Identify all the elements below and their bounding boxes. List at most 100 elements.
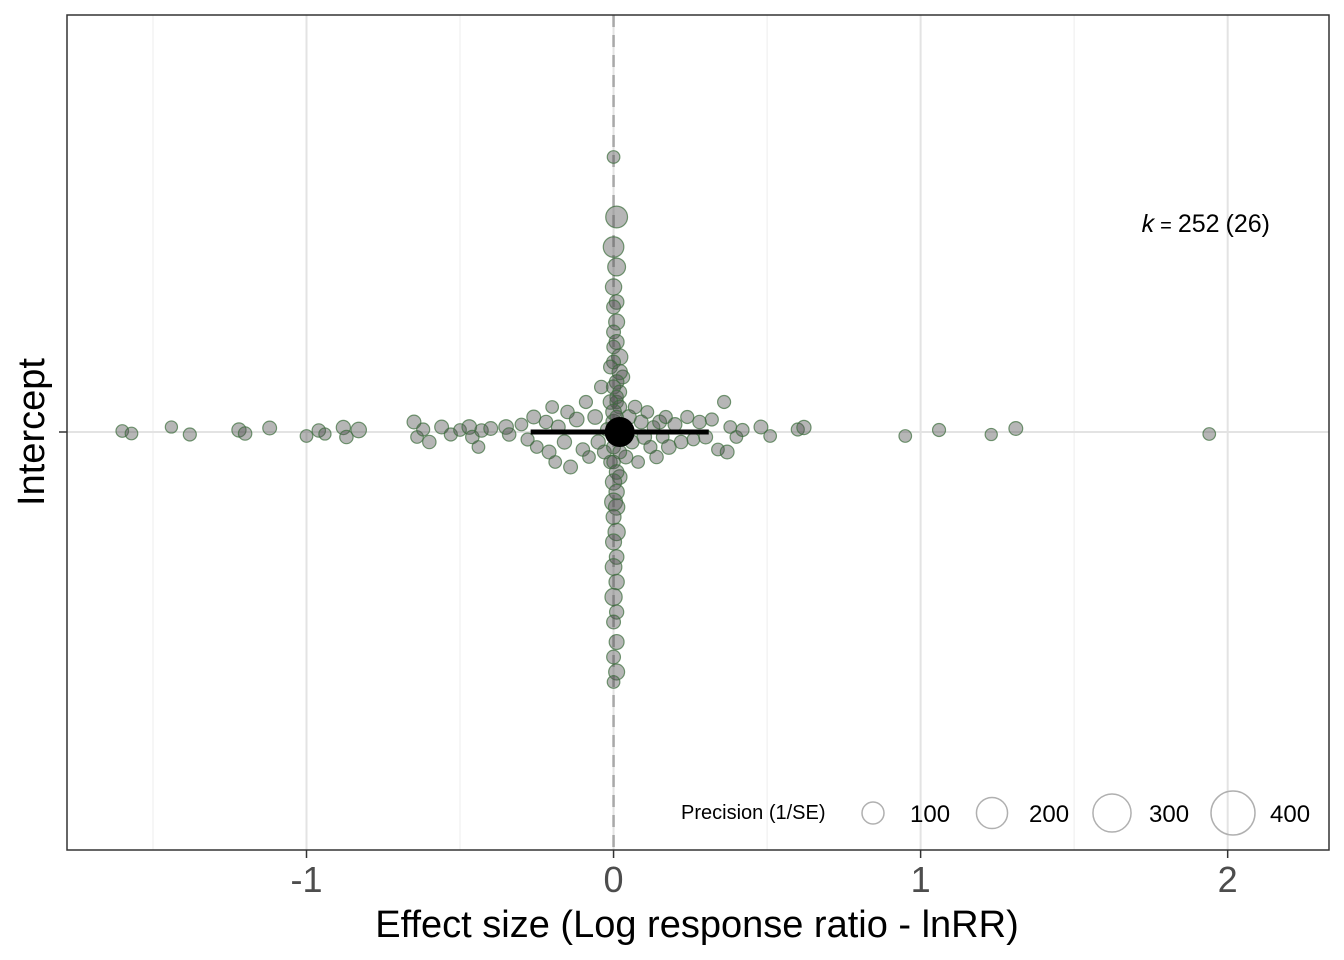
effect-point-26 (501, 427, 517, 442)
legend-key-300 (1092, 793, 1132, 833)
effect-point-77 (716, 394, 732, 410)
effect-point-53 (615, 369, 631, 385)
effect-point-2 (164, 420, 179, 434)
effect-point-24 (483, 421, 499, 437)
effect-point-124 (608, 549, 625, 565)
k-symbol: k (1142, 210, 1156, 238)
effect-point-57 (627, 399, 643, 415)
effect-point-87 (931, 422, 947, 438)
effect-point-95 (604, 278, 623, 296)
effect-point-70 (673, 434, 689, 450)
effect-point-36 (556, 434, 573, 450)
effect-point-110 (602, 394, 619, 410)
effect-point-6 (262, 420, 278, 436)
effect-point-39 (568, 411, 585, 428)
effect-point-121 (605, 508, 622, 526)
effect-point-97 (606, 299, 622, 315)
effect-point-42 (582, 450, 596, 464)
effect-point-28 (520, 432, 535, 447)
x-tick-label-3: 2 (1218, 859, 1238, 900)
effect-point-116 (608, 464, 625, 480)
effect-point-120 (607, 498, 626, 516)
effect-point-78 (719, 444, 735, 460)
effect-point-104 (602, 359, 618, 375)
effect-point-98 (608, 313, 626, 331)
effect-point-19 (453, 423, 467, 437)
effect-point-91 (606, 150, 621, 164)
effect-point-75 (704, 412, 719, 427)
effect-point-115 (606, 454, 621, 470)
effect-point-123 (604, 533, 623, 551)
x-axis-ticks: -1 0 1 2 (290, 850, 1238, 900)
effect-point-83 (763, 429, 778, 443)
effect-point-7 (299, 429, 314, 443)
legend-key-200 (975, 796, 1009, 830)
effect-point-88 (984, 427, 998, 442)
effect-point-45 (593, 379, 609, 395)
effect-point-10 (335, 419, 352, 436)
effect-point-25 (498, 419, 514, 435)
effect-point-69 (667, 417, 683, 433)
effect-point-41 (578, 394, 594, 410)
effect-point-93 (602, 236, 625, 258)
effect-point-105 (611, 363, 628, 381)
y-axis-title: Intercept (11, 358, 53, 506)
effect-point-11 (339, 429, 354, 445)
effect-point-9 (318, 427, 332, 441)
effect-point-72 (686, 432, 701, 447)
effect-point-86 (898, 429, 913, 443)
effect-point-133 (606, 675, 621, 689)
effect-point-22 (471, 440, 486, 454)
legend-label-200: 200 (1029, 801, 1069, 828)
effect-point-90 (1202, 427, 1217, 441)
legend-label-400: 400 (1270, 801, 1310, 828)
effect-point-15 (416, 422, 431, 437)
equals-sign: = (1160, 215, 1172, 237)
effect-point-76 (711, 442, 725, 457)
effect-point-31 (538, 414, 554, 430)
effect-point-27 (514, 417, 529, 432)
legend-key-400 (1210, 790, 1256, 836)
legend-label-100: 100 (910, 801, 950, 828)
effect-point-71 (680, 409, 695, 425)
k-groups: (26) (1226, 210, 1270, 238)
effect-point-3 (182, 427, 197, 442)
effect-point-61 (640, 405, 655, 419)
effect-point-131 (606, 649, 622, 665)
effect-point-33 (545, 400, 560, 414)
effect-point-127 (604, 587, 623, 607)
x-tick-label-1: 0 (604, 859, 624, 900)
effect-point-126 (608, 573, 625, 591)
legend-key-100 (861, 801, 885, 825)
effect-point-64 (649, 449, 664, 465)
effect-point-73 (692, 414, 707, 430)
effect-point-8 (311, 423, 327, 438)
effect-point-81 (735, 422, 750, 438)
effect-point-30 (529, 440, 544, 454)
effect-size-points (115, 150, 1217, 689)
effect-point-99 (606, 324, 622, 340)
effect-point-130 (608, 633, 625, 651)
effect-point-23 (474, 423, 489, 438)
effect-point-38 (563, 459, 579, 475)
overall-estimate-point (604, 417, 635, 447)
effect-point-89 (1008, 421, 1024, 437)
effect-point-58 (631, 455, 646, 469)
x-tick-label-2: 1 (911, 859, 931, 900)
legend-title: Precision (1/SE) (681, 802, 826, 824)
effect-point-125 (604, 558, 623, 576)
effect-point-16 (422, 434, 437, 450)
effect-point-82 (753, 419, 769, 435)
effect-point-1 (124, 426, 139, 441)
effect-point-34 (548, 455, 563, 469)
effect-point-129 (606, 614, 622, 630)
effect-point-101 (606, 339, 621, 355)
k-value: 252 (1178, 210, 1220, 238)
precision-legend: Precision (1/SE) 100 200 300 400 (681, 790, 1310, 836)
effect-point-5 (237, 426, 253, 441)
effect-point-29 (526, 409, 542, 425)
effect-point-122 (607, 522, 626, 542)
x-tick-label-0: -1 (290, 859, 322, 900)
